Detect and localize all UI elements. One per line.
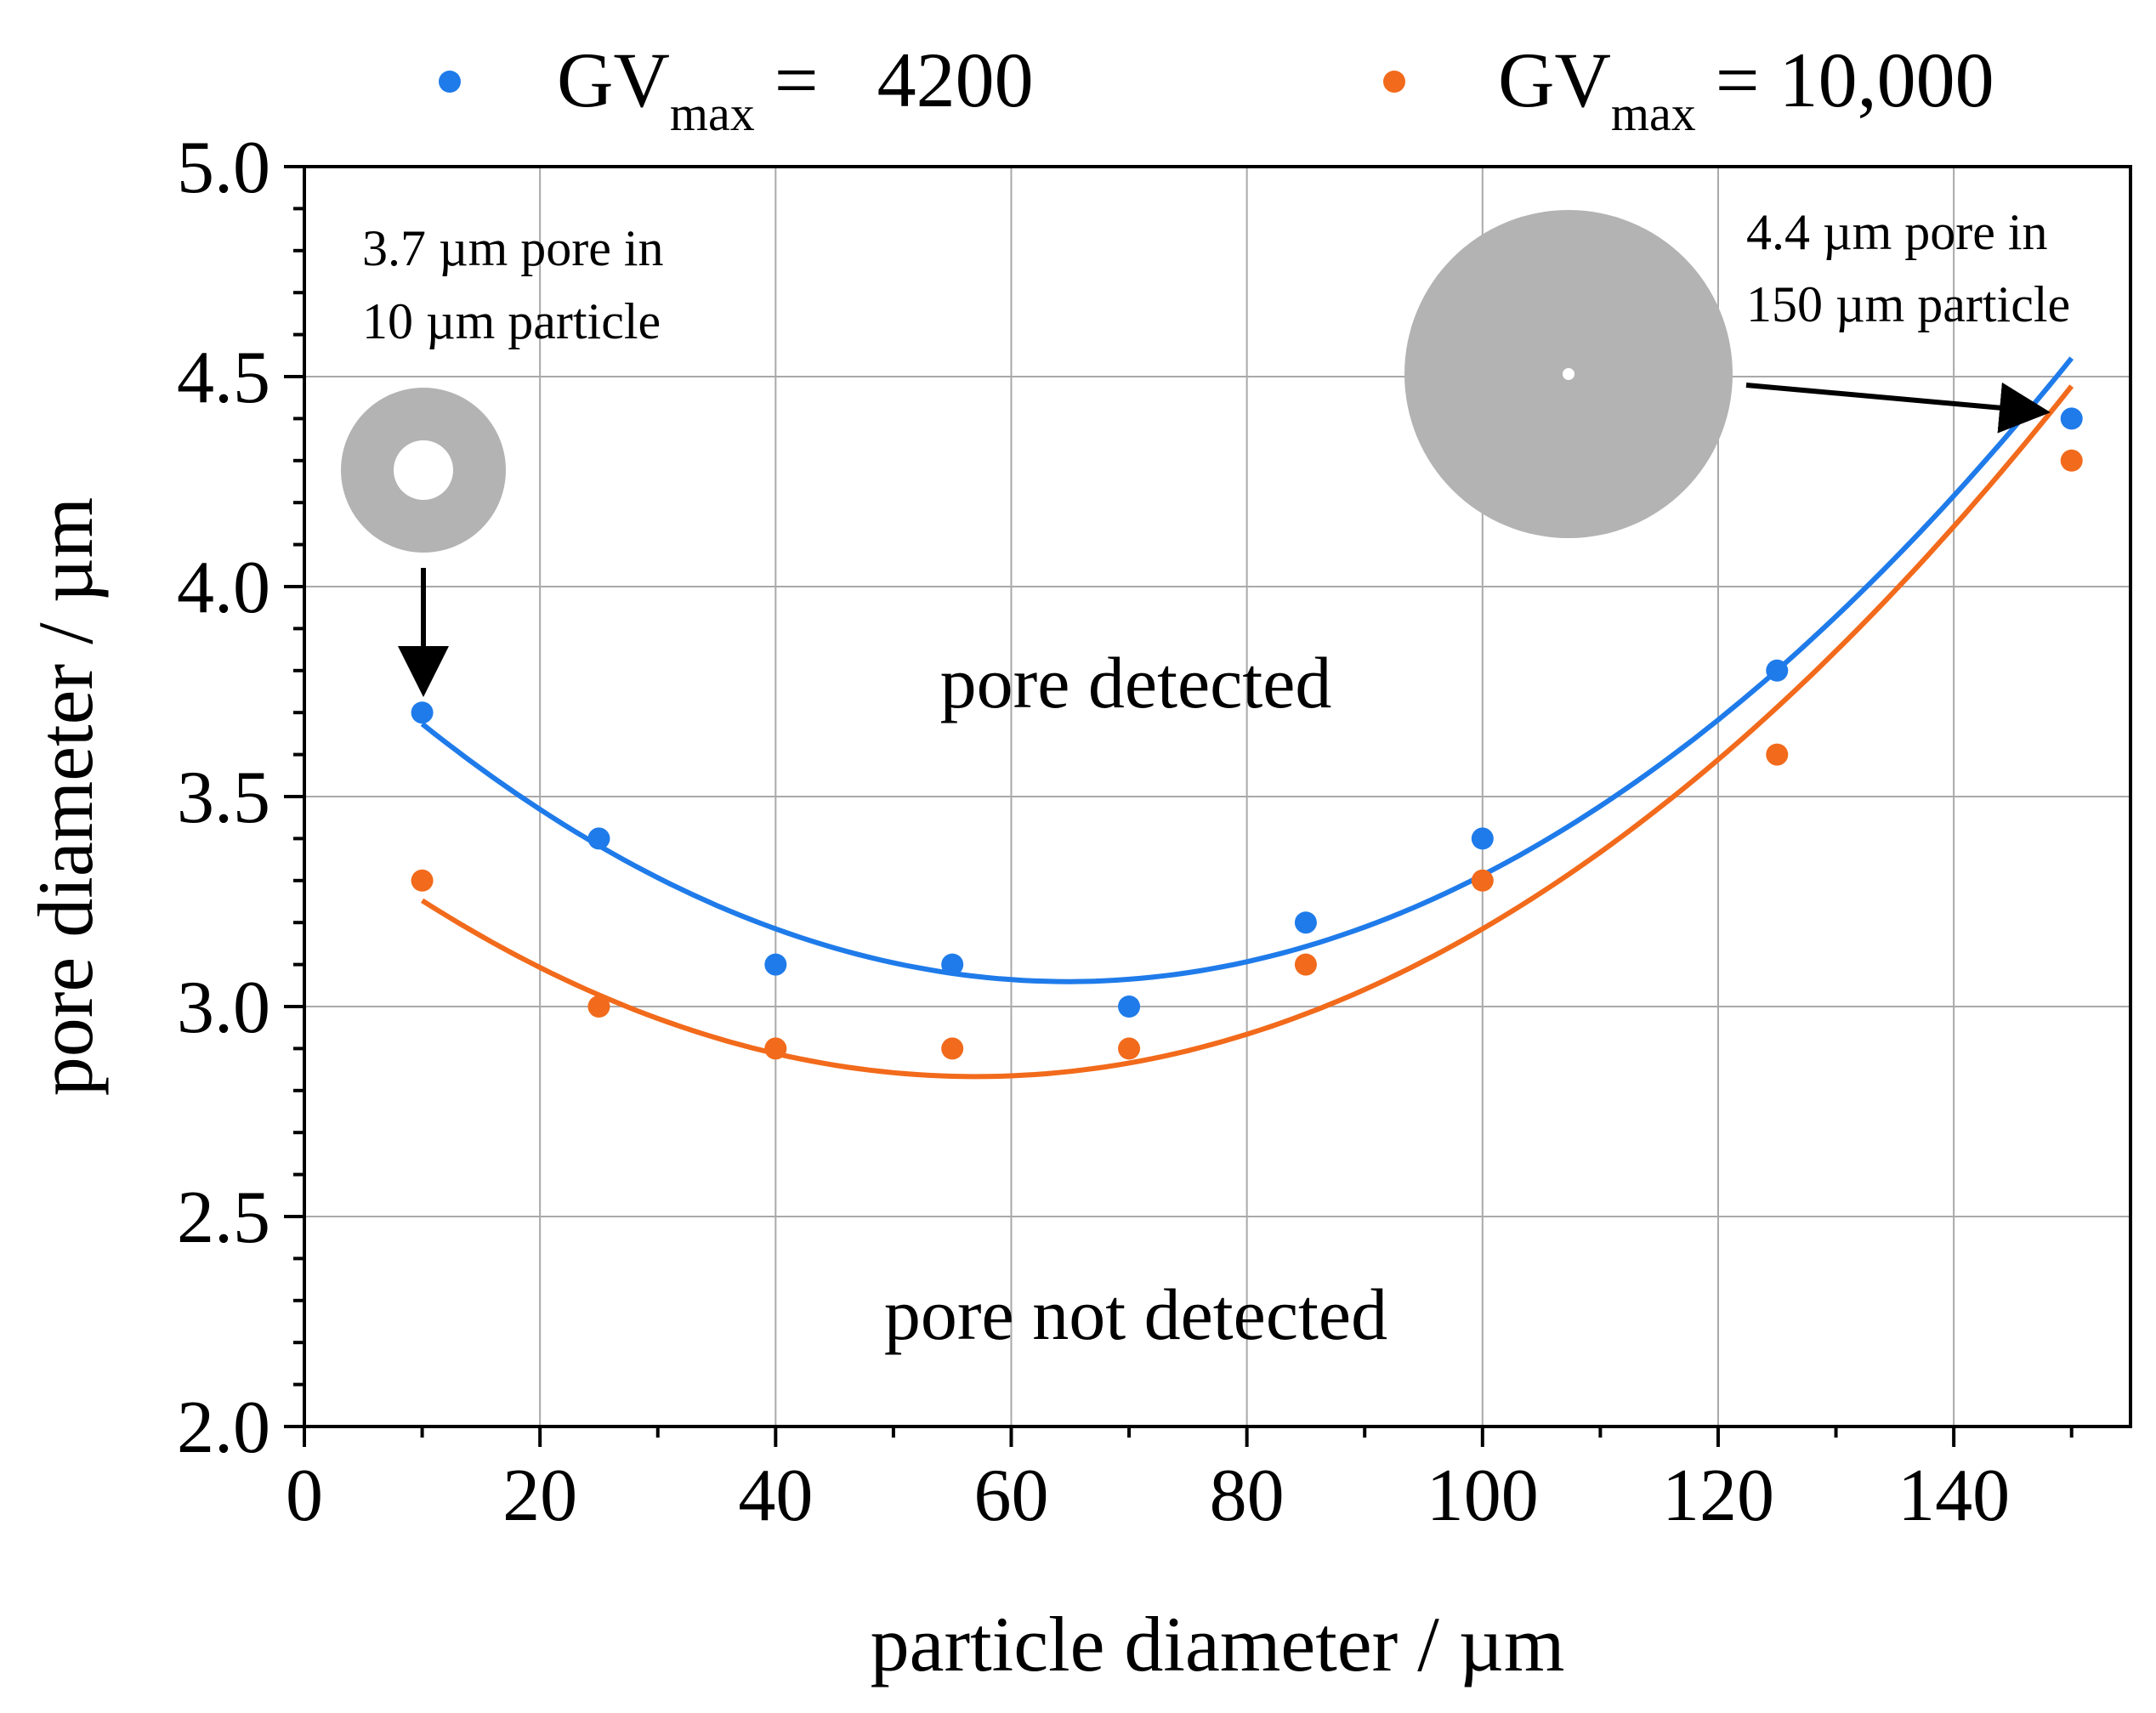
x-axis-label: particle diameter / µm: [871, 1601, 1565, 1687]
axis-tick-labels: 0 20 40 60 80 100 120 140 2.0 2.5 3.0 3.5 4.0 4.5 5.0: [177, 127, 2010, 1537]
grid-lines: [304, 167, 2130, 1427]
legend-marker-series-2: [1383, 71, 1405, 93]
x-tick-label: 80: [1210, 1455, 1285, 1537]
y-tick-label: 2.0: [177, 1387, 270, 1469]
small-pore-icon: [394, 440, 453, 500]
large-particle-caption-line2: 150 µm particle: [1746, 276, 2070, 332]
data-point-series-1: [587, 827, 610, 850]
legend-sub-1: max: [670, 86, 755, 141]
axis-ticks: [284, 165, 2074, 1447]
data-point-series-2: [764, 1037, 787, 1060]
y-tick-label: 5.0: [177, 127, 270, 209]
y-tick-label: 3.5: [177, 757, 270, 839]
data-point-series-1: [1294, 911, 1317, 934]
legend-marker-series-1: [439, 71, 461, 93]
y-axis-label: pore diameter / µm: [22, 497, 109, 1096]
large-particle-caption-line1: 4.4 µm pore in: [1746, 204, 2048, 260]
x-tick-label: 0: [286, 1455, 323, 1537]
large-particle-illustration: [1404, 210, 1733, 538]
x-tick-label: 60: [973, 1455, 1048, 1537]
large-particle-arrow-icon: [1745, 382, 2051, 434]
fit-curve-series-2: [421, 384, 2074, 1080]
legend-value-2: = 10,000: [1696, 37, 1994, 123]
data-point-series-2: [1294, 953, 1317, 976]
x-tick-label: 140: [1898, 1455, 2010, 1537]
y-tick-label: 2.5: [177, 1177, 270, 1259]
data-point-series-2: [1471, 869, 1494, 892]
data-point-series-1: [1471, 827, 1494, 850]
data-point-series-1: [941, 953, 964, 976]
data-point-series-1: [764, 953, 787, 976]
legend: GVmax = 4200 GVmax = 10,000: [439, 37, 1994, 141]
data-point-series-2: [2060, 449, 2083, 472]
data-point-series-1: [1766, 659, 1789, 682]
data-point-series-1: [1118, 995, 1141, 1018]
small-particle-caption-line1: 3.7 µm pore in: [362, 220, 664, 276]
data-point-series-2: [411, 869, 434, 892]
fit-curve-series-1: [420, 356, 2074, 984]
x-tick-label: 20: [502, 1455, 577, 1537]
large-pore-icon: [1563, 368, 1574, 380]
x-tick-label: 120: [1662, 1455, 1774, 1537]
legend-sub-2: max: [1611, 86, 1696, 141]
legend-gv-2: GV: [1498, 37, 1611, 123]
y-tick-label: 4.5: [177, 337, 270, 419]
pore-detected-label: pore detected: [940, 642, 1332, 723]
data-point-series-2: [587, 995, 610, 1018]
fit-curves: [420, 356, 2074, 1080]
data-point-series-2: [1118, 1037, 1141, 1060]
data-point-series-2: [941, 1037, 964, 1060]
pore-not-detected-label: pore not detected: [884, 1273, 1387, 1355]
legend-label-series-2: GVmax = 10,000: [1498, 37, 1994, 141]
small-particle-illustration: [341, 388, 506, 553]
legend-gv-1: GV: [557, 37, 670, 123]
data-point-series-1: [411, 701, 434, 724]
y-tick-label: 4.0: [177, 547, 270, 629]
legend-value-1: = 4200: [755, 37, 1034, 123]
data-point-series-2: [1766, 743, 1789, 766]
y-tick-label: 3.0: [177, 967, 270, 1049]
data-points: [411, 407, 2083, 1060]
x-tick-label: 100: [1427, 1455, 1539, 1537]
small-particle-caption-line2: 10 µm particle: [362, 293, 661, 349]
legend-label-series-1: GVmax = 4200: [557, 37, 1034, 141]
x-tick-label: 40: [738, 1455, 813, 1537]
data-point-series-1: [2060, 407, 2083, 430]
